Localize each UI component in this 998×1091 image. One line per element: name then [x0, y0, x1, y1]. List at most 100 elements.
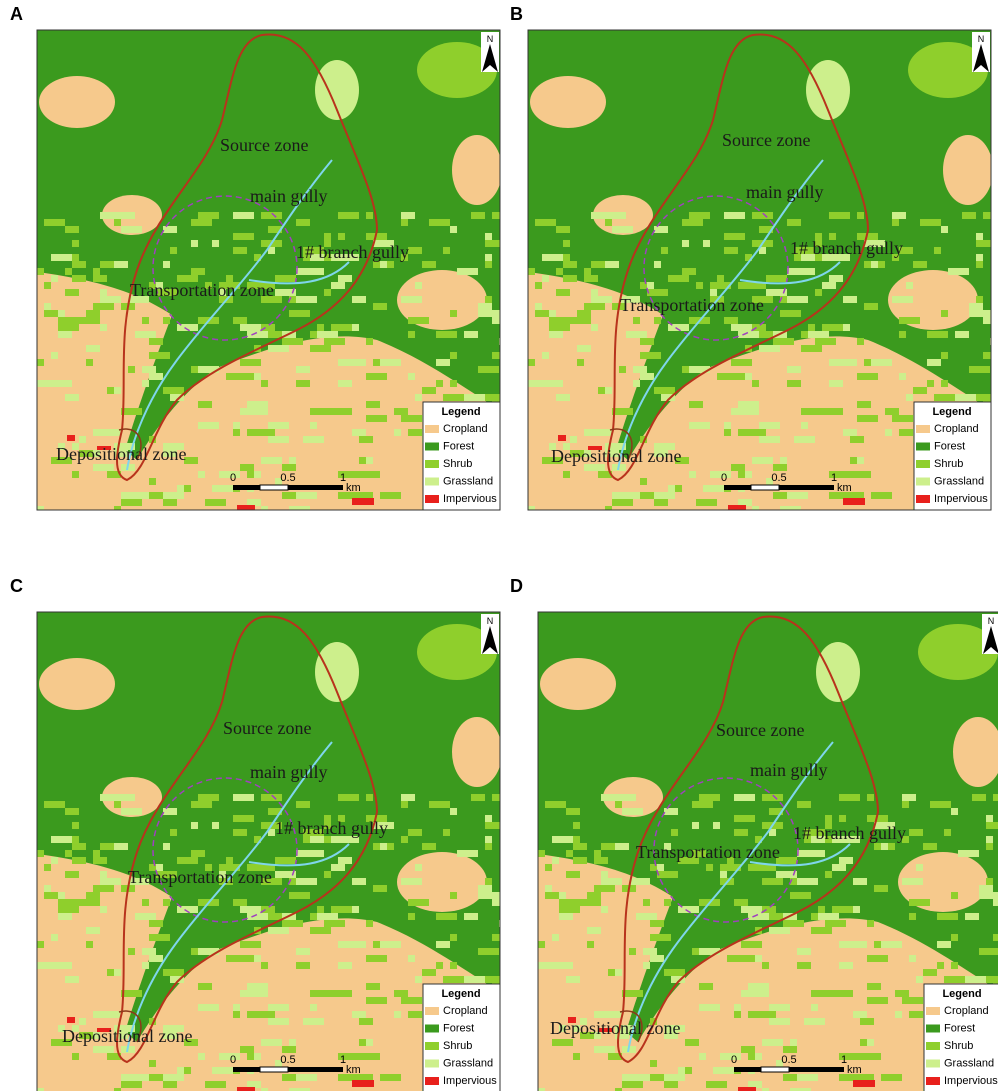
legend-swatch	[926, 1077, 940, 1085]
panel-letter: D	[510, 576, 523, 596]
legend-item: Impervious	[443, 1075, 497, 1087]
map-panel: Source zone main gully 1# branch gully Tran…	[37, 612, 513, 1091]
zone-label: Source zone	[716, 720, 804, 740]
legend-item: Impervious	[944, 1075, 998, 1087]
legend-item: Shrub	[934, 458, 963, 470]
panel-letter: C	[10, 576, 23, 596]
zone-label: Source zone	[220, 135, 308, 155]
zone-label: Depositional zone	[550, 1018, 680, 1038]
scale-label: 0.5	[781, 1054, 796, 1066]
zone-label: Transportation zone	[620, 295, 764, 315]
scale-seg	[233, 1067, 260, 1072]
legend-item: Grassland	[944, 1058, 994, 1070]
legend-swatch	[916, 443, 930, 451]
scale-label: 0	[230, 472, 236, 484]
map-panel: Source zone main gully 1# branch gully Tran…	[538, 612, 998, 1091]
legend-item: Forest	[443, 441, 474, 453]
zone-label: Depositional zone	[56, 444, 186, 464]
legend-swatch	[425, 1042, 439, 1050]
legend-item: Grassland	[934, 476, 984, 488]
scale-label: 0	[230, 1054, 236, 1066]
panel-letter: B	[510, 4, 523, 24]
scale-label: 0.5	[771, 472, 786, 484]
zone-label: Depositional zone	[551, 446, 681, 466]
legend-swatch	[425, 425, 439, 433]
scale-seg	[761, 1067, 789, 1072]
scale-seg	[260, 485, 288, 490]
figure: A Source zone main gully 1# branch gully Tra…	[0, 0, 998, 1091]
legend-item: Shrub	[443, 1040, 472, 1052]
legend-swatch	[916, 478, 930, 486]
scale-unit: km	[847, 1064, 862, 1076]
legend-swatch	[425, 1077, 439, 1085]
legend-swatch	[425, 1060, 439, 1068]
legend-item: Cropland	[443, 423, 488, 435]
zone-label: 1# branch gully	[793, 823, 906, 843]
scale-seg	[288, 1067, 343, 1072]
panel-letter: A	[10, 4, 23, 24]
zone-label: 1# branch gully	[275, 818, 388, 838]
scale-unit: km	[346, 1064, 361, 1076]
legend-swatch	[425, 460, 439, 468]
north-label: N	[487, 616, 494, 626]
scale-unit: km	[346, 482, 361, 494]
scale-seg	[260, 1067, 288, 1072]
zone-label: 1# branch gully	[790, 238, 903, 258]
legend-swatch	[926, 1042, 940, 1050]
zone-label: Depositional zone	[62, 1026, 192, 1046]
legend-item: Forest	[944, 1023, 975, 1035]
zone-label: Transportation zone	[130, 280, 274, 300]
north-label: N	[978, 34, 985, 44]
legend-swatch	[916, 425, 930, 433]
legend-item: Grassland	[443, 476, 493, 488]
zone-label: Source zone	[722, 130, 810, 150]
north-label: N	[988, 616, 995, 626]
zone-label: main gully	[746, 182, 824, 202]
legend-item: Forest	[443, 1023, 474, 1035]
legend-title: Legend	[942, 988, 981, 1000]
legend-title: Legend	[441, 988, 480, 1000]
zone-label: main gully	[750, 760, 828, 780]
legend-swatch	[926, 1025, 940, 1033]
legend-swatch	[425, 1007, 439, 1015]
zone-label: Source zone	[223, 718, 311, 738]
scale-label: 0.5	[280, 1054, 295, 1066]
legend-item: Cropland	[944, 1005, 989, 1017]
scale-seg	[789, 1067, 844, 1072]
scale-label: 0	[721, 472, 727, 484]
legend-item: Cropland	[934, 423, 979, 435]
legend-item: Shrub	[944, 1040, 973, 1052]
scale-seg	[779, 485, 834, 490]
scale-seg	[734, 1067, 761, 1072]
scale-seg	[233, 485, 260, 490]
zone-label: main gully	[250, 186, 328, 206]
legend-swatch	[425, 443, 439, 451]
legend-title: Legend	[932, 406, 971, 418]
legend-item: Cropland	[443, 1005, 488, 1017]
map-panel: Source zone main gully 1# branch gully Tran…	[528, 30, 998, 520]
scale-seg	[288, 485, 343, 490]
zone-label: Transportation zone	[128, 867, 272, 887]
legend-item: Impervious	[443, 493, 497, 505]
scale-seg	[751, 485, 779, 490]
scale-label: 0	[731, 1054, 737, 1066]
zone-label: main gully	[250, 762, 328, 782]
north-label: N	[487, 34, 494, 44]
legend-swatch	[916, 460, 930, 468]
scale-seg	[724, 485, 751, 490]
legend-swatch	[425, 495, 439, 503]
legend-swatch	[926, 1060, 940, 1068]
zone-label: 1# branch gully	[296, 242, 409, 262]
scale-unit: km	[837, 482, 852, 494]
legend-swatch	[425, 1025, 439, 1033]
legend-item: Impervious	[934, 493, 988, 505]
legend-item: Shrub	[443, 458, 472, 470]
legend-item: Grassland	[443, 1058, 493, 1070]
legend-item: Forest	[934, 441, 965, 453]
scale-label: 0.5	[280, 472, 295, 484]
zone-label: Transportation zone	[636, 842, 780, 862]
legend-swatch	[425, 478, 439, 486]
legend-swatch	[926, 1007, 940, 1015]
legend-title: Legend	[441, 406, 480, 418]
map-panel: Source zone main gully 1# branch gully Tran…	[37, 30, 513, 520]
